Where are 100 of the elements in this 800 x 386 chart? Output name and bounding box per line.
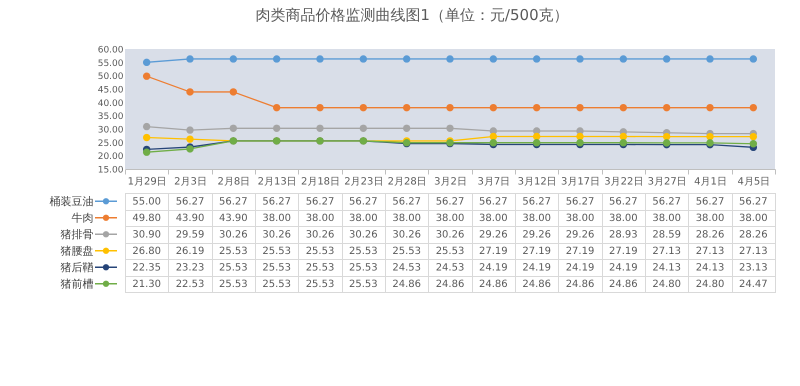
data-label: 28.26 — [739, 229, 768, 240]
point — [620, 104, 628, 112]
y-tick-label: 40.00 — [98, 98, 124, 109]
x-tick-label: 2月3日 — [174, 176, 207, 188]
data-label: 25.53 — [436, 246, 464, 257]
y-tick-label: 25.00 — [98, 138, 124, 149]
data-label: 26.80 — [132, 246, 161, 257]
point — [272, 104, 280, 112]
point — [142, 122, 150, 130]
y-tick-label: 35.00 — [98, 112, 124, 122]
data-label: 43.90 — [176, 212, 204, 224]
y-tick-label: 45.00 — [98, 86, 124, 96]
x-tick-label: 2月28日 — [388, 176, 427, 188]
data-label: 56.27 — [349, 196, 378, 208]
point — [532, 55, 540, 63]
point — [186, 135, 194, 143]
data-label: 56.27 — [219, 196, 248, 208]
data-label: 29.26 — [566, 229, 594, 240]
data-label: 56.27 — [392, 196, 421, 208]
data-label: 24.86 — [609, 278, 638, 290]
data-label: 21.30 — [132, 278, 161, 290]
data-label: 24.86 — [436, 278, 464, 290]
x-tick-label: 3月12日 — [518, 176, 557, 188]
data-label: 29.59 — [176, 229, 204, 240]
data-label: 25.53 — [349, 278, 378, 290]
data-label: 24.80 — [652, 278, 681, 290]
point — [186, 55, 194, 63]
data-label: 25.53 — [219, 246, 248, 257]
point — [230, 88, 238, 96]
point — [706, 55, 714, 63]
data-label: 27.13 — [739, 246, 768, 257]
data-label: 29.26 — [479, 229, 508, 240]
data-label: 56.27 — [652, 196, 681, 208]
x-tick-label: 3月7日 — [477, 176, 510, 188]
point — [490, 104, 498, 112]
legend-label: 猪排骨 — [60, 228, 94, 241]
legend-label: 猪后鞧 — [60, 260, 94, 274]
data-label: 25.53 — [306, 278, 334, 290]
data-label: 29.26 — [522, 229, 551, 240]
y-tick-label: 55.00 — [98, 58, 124, 69]
data-label: 38.00 — [652, 212, 681, 224]
data-label: 23.13 — [739, 262, 768, 274]
point — [620, 55, 628, 63]
data-label: 38.00 — [436, 212, 464, 224]
x-tick-label: 2月8日 — [217, 176, 250, 188]
data-label: 27.19 — [609, 246, 638, 257]
data-label: 56.27 — [176, 196, 204, 208]
data-label: 30.26 — [262, 229, 291, 240]
data-label: 24.19 — [522, 262, 551, 274]
point — [750, 55, 758, 63]
x-tick-label: 1月29日 — [128, 176, 167, 188]
data-label: 24.13 — [696, 262, 724, 274]
data-label: 28.26 — [696, 229, 724, 240]
data-label: 38.00 — [306, 212, 334, 224]
data-label: 24.13 — [652, 262, 681, 274]
data-label: 24.53 — [436, 262, 464, 274]
x-tick-label: 3月17日 — [560, 176, 600, 188]
data-label: 24.80 — [696, 278, 724, 290]
data-label: 24.86 — [479, 278, 508, 290]
point — [662, 55, 670, 63]
y-tick-label: 20.00 — [98, 152, 124, 162]
point — [360, 55, 368, 63]
x-tick-label: 4月5日 — [737, 176, 770, 188]
point — [230, 124, 238, 132]
data-label: 25.53 — [306, 246, 334, 257]
point — [446, 104, 454, 112]
data-label: 38.00 — [522, 212, 551, 224]
data-label: 28.59 — [652, 229, 681, 240]
data-label: 56.27 — [566, 196, 594, 208]
point — [402, 55, 410, 63]
y-tick-label: 15.00 — [98, 166, 124, 176]
data-label: 26.19 — [176, 246, 204, 257]
data-label: 56.27 — [696, 196, 724, 208]
data-label: 24.19 — [566, 262, 594, 274]
x-tick-label: 3月27日 — [648, 176, 687, 188]
point — [402, 104, 410, 112]
point — [490, 55, 498, 63]
point — [186, 126, 194, 134]
point — [662, 132, 670, 140]
x-tick-label: 3月2日 — [434, 176, 467, 188]
data-label: 49.80 — [132, 212, 161, 224]
data-label: 25.53 — [306, 262, 334, 274]
chart-title: 肉类商品价格监测曲线图1（单位：元/500克） — [255, 6, 569, 24]
point — [360, 104, 368, 112]
data-label: 30.26 — [436, 229, 464, 240]
point — [532, 104, 540, 112]
point — [360, 124, 368, 132]
data-label: 28.93 — [609, 229, 638, 240]
point — [316, 55, 324, 63]
data-label: 43.90 — [219, 212, 248, 224]
point — [230, 55, 238, 63]
data-label: 30.26 — [306, 229, 334, 240]
point — [620, 132, 628, 140]
y-tick-label: 50.00 — [98, 72, 124, 82]
data-label: 22.35 — [132, 262, 161, 274]
data-label: 25.53 — [219, 262, 248, 274]
data-label: 27.19 — [522, 246, 551, 257]
point — [142, 134, 150, 142]
legend-label: 桶装豆油 — [50, 194, 94, 208]
point — [316, 124, 324, 132]
